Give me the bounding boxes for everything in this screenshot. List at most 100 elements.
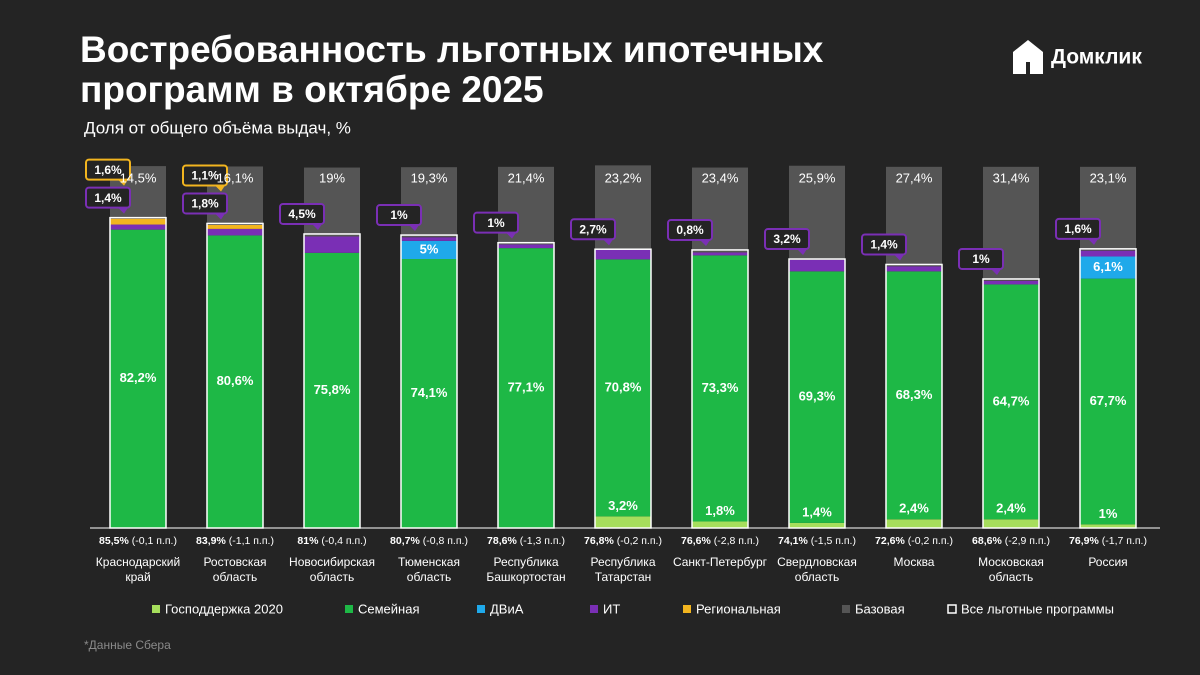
bar-segment [401, 259, 457, 528]
chart-title: программ в октябре 2025 [80, 69, 544, 110]
data-label: 2,4% [996, 501, 1026, 516]
data-label: 1% [972, 252, 990, 266]
data-label: 1,8% [705, 503, 735, 518]
total-value: 78,6% [487, 535, 517, 547]
bar-segment [207, 224, 263, 229]
total-label: 76,9% (-1,7 п.п.) [1069, 535, 1147, 547]
legend-label: ДВиА [490, 601, 524, 616]
bar-segment [595, 249, 651, 260]
callout-box [279, 202, 325, 225]
total-change: (-1,3 п.п.) [520, 535, 565, 547]
data-label: 19,3% [411, 170, 448, 185]
x-tick-label: область [213, 570, 257, 584]
x-tick-label: Новосибирская [289, 555, 375, 569]
data-label: 70,8% [605, 379, 642, 394]
data-label: 1,6% [94, 163, 122, 177]
data-label: 67,7% [1090, 393, 1127, 408]
legend-label: Семейная [358, 601, 420, 616]
data-label: 64,7% [993, 393, 1030, 408]
total-change: (-0,4 п.п.) [321, 535, 366, 547]
x-tick-label: область [795, 570, 839, 584]
data-label: 16,1% [217, 170, 254, 185]
data-label: 1,4% [802, 504, 832, 519]
brand-name: Домклик [1051, 46, 1142, 69]
callout-box [473, 211, 519, 234]
callout-box [182, 164, 228, 187]
x-tick-label: Башкортостан [486, 570, 565, 584]
x-tick-label: Тюменская [398, 555, 460, 569]
bar-segment [595, 259, 651, 517]
bar-segment [110, 229, 166, 528]
data-label: 6,1% [1093, 259, 1123, 274]
data-label: 14,5% [120, 170, 157, 185]
bar-segment [595, 516, 651, 528]
data-label: 23,2% [605, 170, 642, 185]
data-label: 75,8% [314, 382, 351, 397]
callout-pointer [797, 249, 807, 256]
data-label: 1% [1099, 506, 1118, 521]
data-label: 31,4% [993, 170, 1030, 185]
total-change: (-1,1 п.п.) [229, 535, 274, 547]
callout-box [376, 204, 422, 227]
x-tick-label: область [310, 570, 354, 584]
bar-segment [1080, 256, 1136, 279]
data-label: 19% [319, 170, 345, 185]
total-change: (-0,2 п.п.) [908, 535, 953, 547]
total-value: 76,6% [681, 535, 711, 547]
data-label: 21,4% [508, 170, 545, 185]
callout-box [85, 186, 131, 209]
total-value: 76,8% [584, 535, 614, 547]
total-label: 68,6% (-2,9 п.п.) [972, 535, 1050, 547]
x-tick-label: Санкт-Петербург [673, 555, 768, 569]
total-change: (-2,8 п.п.) [714, 535, 759, 547]
x-tick-label: Республика [493, 555, 558, 569]
bar-segment [207, 235, 263, 528]
data-label: 1,4% [94, 191, 122, 205]
data-label: 1,6% [1064, 222, 1092, 236]
total-value: 85,5% [99, 535, 129, 547]
legend-swatch [683, 605, 691, 613]
legend-label: Региональная [696, 601, 781, 616]
callout-box [958, 247, 1004, 270]
x-tick-label: Россия [1088, 555, 1127, 569]
total-label: 74,1% (-1,5 п.п.) [778, 535, 856, 547]
legend-label: Господдержка 2020 [165, 601, 283, 616]
total-label: 72,6% (-0,2 п.п.) [875, 535, 953, 547]
callout-pointer [1088, 238, 1098, 245]
bar-segment [789, 259, 845, 272]
total-label: 76,8% (-0,2 п.п.) [584, 535, 662, 547]
data-label: 5% [420, 241, 439, 256]
legend-swatch [477, 605, 485, 613]
total-label: 80,7% (-0,8 п.п.) [390, 535, 468, 547]
callout-pointer [991, 268, 1001, 275]
total-change: (-2,9 п.п.) [1005, 535, 1050, 547]
data-label: 1% [487, 216, 505, 230]
total-value: 80,7% [390, 535, 420, 547]
total-value: 76,9% [1069, 535, 1099, 547]
x-tick-label: Краснодарский [96, 555, 180, 569]
x-tick-label: край [125, 570, 150, 584]
callout-box [764, 228, 810, 251]
bar-segment [401, 237, 457, 241]
total-change: (-1,5 п.п.) [811, 535, 856, 547]
bar-segment [983, 280, 1039, 285]
chart-subtitle: Доля от общего объёма выдач, % [84, 118, 351, 137]
bar-segment [692, 521, 748, 528]
data-label: 23,1% [1090, 170, 1127, 185]
total-label: 83,9% (-1,1 п.п.) [196, 535, 274, 547]
bar-segment [498, 244, 554, 249]
data-label: 68,3% [896, 387, 933, 402]
bar-segment [789, 271, 845, 523]
legend-swatch [590, 605, 598, 613]
total-value: 81% [297, 535, 319, 547]
total-label: 81% (-0,4 п.п.) [297, 535, 366, 547]
callout-pointer [603, 239, 613, 246]
total-label: 85,5% (-0,1 п.п.) [99, 535, 177, 547]
bar-segment [983, 519, 1039, 528]
chart-title: Востребованность льготных ипотечных [80, 29, 824, 70]
data-label: 73,3% [702, 380, 739, 395]
x-tick-label: Свердловская [777, 555, 857, 569]
legend-label: Базовая [855, 601, 905, 616]
callout-box [667, 218, 713, 241]
